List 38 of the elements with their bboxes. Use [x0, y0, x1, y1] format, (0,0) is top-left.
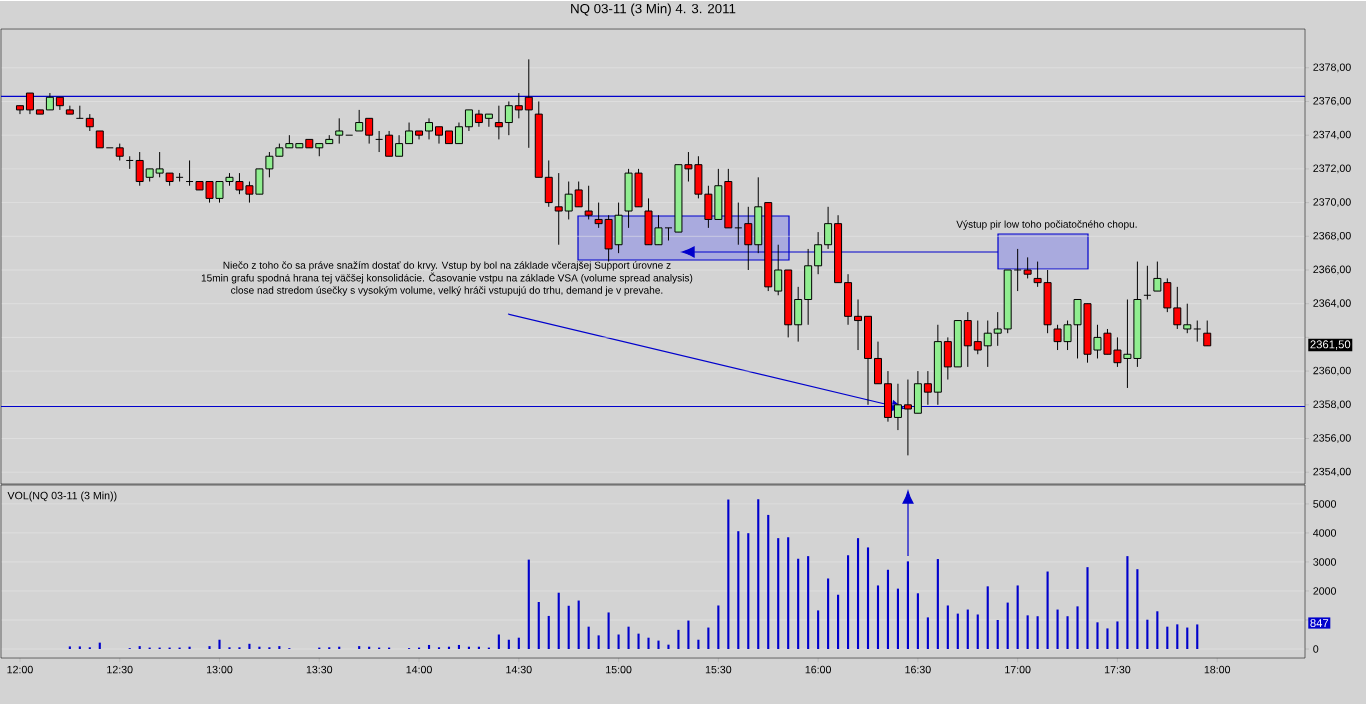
annotation: Výstup pir low toho počiatočného chopu.: [956, 220, 1137, 230]
x-tick-label: 15:30: [705, 665, 732, 674]
x-tick-label: 13:00: [207, 665, 233, 674]
y-tick-label: 2364,00: [1313, 299, 1351, 309]
x-tick-label: 18:00: [1204, 665, 1231, 674]
y-tick-label: 4000: [1313, 529, 1337, 537]
x-tick-label: 17:00: [1005, 665, 1031, 674]
y-tick-label: 2356,00: [1313, 434, 1351, 443]
x-tick-label: 16:00: [805, 665, 832, 674]
annotation: 15min grafu spodná hrana tej väčšej konsolidácie. Časovanie vstpu na základe VSA (volume spread analysis): [201, 272, 693, 284]
y-tick-label: 2354,00: [1313, 467, 1351, 477]
chart-title: NQ 03-11 (3 Min) 4. 3. 2011: [571, 3, 736, 16]
x-tick-label: 17:30: [1104, 665, 1131, 674]
y-tick-label: 0: [1313, 645, 1319, 653]
x-tick-label: 12:00: [7, 665, 33, 674]
text: VOL(NQ 03-11 (3 Min)): [7, 491, 117, 502]
text: 2361,50: [1310, 340, 1351, 350]
y-tick-label: 3000: [1313, 558, 1337, 566]
text: 847: [1310, 619, 1329, 628]
x-tick-label: 14:00: [406, 665, 432, 674]
x-tick-label: 14:30: [506, 665, 532, 674]
annotation: close nad stredom úsečky s vysokým volume, velký hráči vstupujú do trhu, demand je v prevahe.: [231, 286, 663, 296]
y-tick-label: 2376,00: [1313, 97, 1351, 106]
y-tick-label: 2374,00: [1313, 130, 1351, 140]
y-tick-label: 2372,00: [1313, 164, 1351, 174]
x-tick-label: 15:00: [606, 665, 632, 674]
y-tick-label: 2370,00: [1313, 198, 1351, 207]
x-tick-label: 16:30: [905, 665, 931, 674]
y-tick-label: 2358,00: [1313, 400, 1351, 410]
y-tick-label: 2378,00: [1313, 63, 1351, 73]
y-tick-label: 2368,00: [1313, 231, 1351, 241]
x-tick-label: 12:30: [107, 665, 133, 674]
y-tick-label: 2000: [1313, 587, 1337, 595]
y-tick-label: 2360,00: [1313, 366, 1351, 376]
annotation: Niečo z toho čo sa práve snažím dostať do krvy. Vstup by bol na základe včerajšej Support úrovne z: [223, 261, 671, 271]
x-tick-label: 13:30: [306, 665, 333, 674]
y-tick-label: 5000: [1313, 500, 1337, 508]
y-tick-label: 2366,00: [1313, 265, 1351, 275]
